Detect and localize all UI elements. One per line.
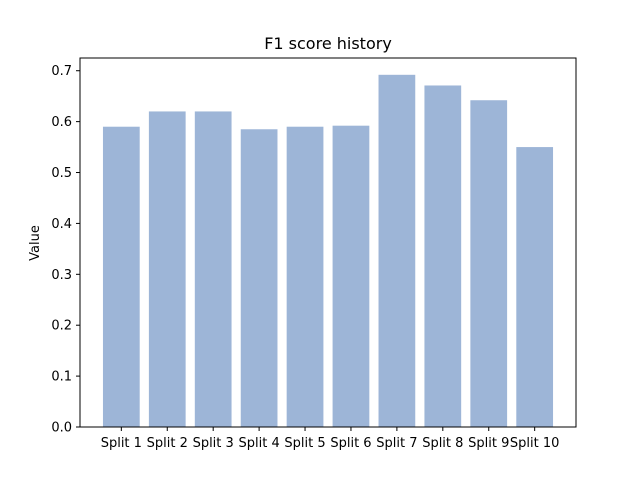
bar-1 <box>102 126 140 428</box>
y-tick-label: 0.0 <box>51 421 72 436</box>
y-tick-label: 0.7 <box>51 64 72 79</box>
bar-10 <box>516 147 554 427</box>
bar-7 <box>378 74 416 428</box>
y-tick-label: 0.4 <box>51 217 72 232</box>
x-tick-label: Split 3 <box>193 436 234 451</box>
bar-5 <box>286 126 324 428</box>
bar-4 <box>240 129 278 427</box>
bars-group <box>102 74 554 428</box>
y-tick-label: 0.5 <box>51 166 72 181</box>
bar-3 <box>194 111 232 427</box>
x-tick-label: Split 1 <box>101 436 142 451</box>
chart-title: F1 score history <box>264 34 392 53</box>
bar-8 <box>424 85 462 427</box>
bar-2 <box>148 111 186 427</box>
y-axis: 0.0 0.1 0.2 0.3 0.4 0.5 0.6 0.7 <box>51 64 80 436</box>
x-tick-label: Split 9 <box>468 436 509 451</box>
x-tick-label: Split 8 <box>422 436 463 451</box>
y-tick-label: 0.6 <box>51 115 72 130</box>
x-tick-label: Split 4 <box>238 436 279 451</box>
bar-6 <box>332 125 370 427</box>
x-axis: Split 1 Split 2 Split 3 Split 4 Split 5 Split… <box>101 427 560 451</box>
x-tick-label: Split 2 <box>147 436 188 451</box>
bar-9 <box>470 100 508 428</box>
y-tick-label: 0.2 <box>51 319 72 334</box>
x-tick-label: Split 10 <box>510 436 560 451</box>
y-tick-label: 0.3 <box>51 268 72 283</box>
y-tick-label: 0.1 <box>51 370 72 385</box>
y-axis-label: Value <box>28 225 43 261</box>
x-tick-label: Split 5 <box>284 436 325 451</box>
x-tick-label: Split 6 <box>330 436 371 451</box>
plot-frame <box>79 57 577 428</box>
x-tick-label: Split 7 <box>376 436 417 451</box>
